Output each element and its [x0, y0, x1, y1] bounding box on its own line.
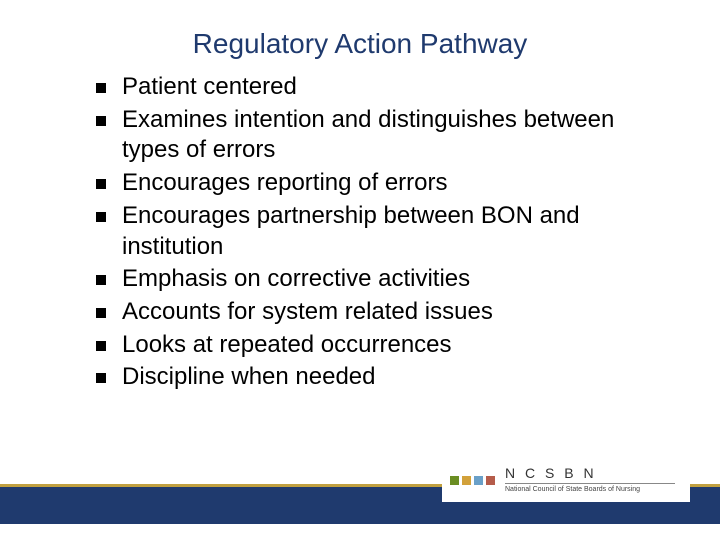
- logo-sub-text: National Council of State Boards of Nurs…: [505, 486, 675, 493]
- bullet-text: Emphasis on corrective activities: [122, 264, 470, 295]
- bullet-text: Patient centered: [122, 72, 297, 103]
- logo-main-text: N C S B N: [505, 466, 675, 481]
- logo-square-icon: [486, 476, 495, 485]
- logo-text: N C S B N National Council of State Boar…: [505, 466, 675, 493]
- bullet-icon: [96, 83, 106, 93]
- bullet-text: Looks at repeated occurrences: [122, 330, 452, 361]
- list-item: Encourages reporting of errors: [96, 168, 672, 199]
- list-item: Emphasis on corrective activities: [96, 264, 672, 295]
- bullet-icon: [96, 341, 106, 351]
- bullet-icon: [96, 116, 106, 126]
- footer-logo: N C S B N National Council of State Boar…: [442, 458, 690, 502]
- bullet-icon: [96, 179, 106, 189]
- list-item: Discipline when needed: [96, 362, 672, 393]
- logo-square-icon: [450, 476, 459, 485]
- logo-rule: [505, 483, 675, 484]
- logo-square-icon: [474, 476, 483, 485]
- list-item: Examines intention and distinguishes bet…: [96, 105, 672, 166]
- slide: Regulatory Action Pathway Patient center…: [0, 0, 720, 540]
- bullet-list: Patient centered Examines intention and …: [96, 72, 672, 395]
- list-item: Looks at repeated occurrences: [96, 330, 672, 361]
- bullet-icon: [96, 308, 106, 318]
- slide-title: Regulatory Action Pathway: [0, 28, 720, 60]
- bullet-icon: [96, 275, 106, 285]
- list-item: Encourages partnership between BON and i…: [96, 201, 672, 262]
- bullet-text: Encourages partnership between BON and i…: [122, 201, 672, 262]
- list-item: Accounts for system related issues: [96, 297, 672, 328]
- bullet-text: Discipline when needed: [122, 362, 376, 393]
- bullet-icon: [96, 212, 106, 222]
- logo-squares-icon: [450, 476, 495, 485]
- bullet-text: Encourages reporting of errors: [122, 168, 448, 199]
- bullet-text: Examines intention and distinguishes bet…: [122, 105, 672, 166]
- bullet-text: Accounts for system related issues: [122, 297, 493, 328]
- bullet-icon: [96, 373, 106, 383]
- list-item: Patient centered: [96, 72, 672, 103]
- logo-square-icon: [462, 476, 471, 485]
